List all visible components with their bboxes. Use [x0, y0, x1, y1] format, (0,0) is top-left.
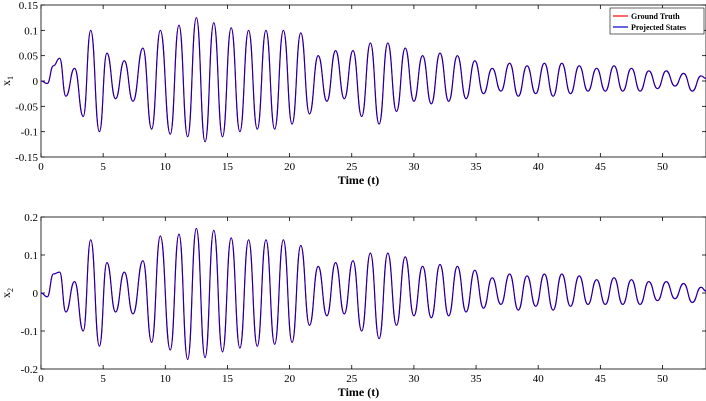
axes-box — [40, 216, 706, 370]
series-line-projected-states — [41, 227, 706, 361]
x-tick-label: 30 — [408, 161, 420, 173]
x-tick-label: 45 — [595, 373, 607, 385]
y-axis-label: x1 — [0, 76, 15, 86]
x-tick-label: 5 — [100, 161, 106, 173]
x-tick-label: 40 — [533, 373, 545, 385]
x-tick-label: 0 — [38, 373, 44, 385]
y-tick-label: 0.15 — [19, 0, 39, 12]
y-tick-label: 0 — [33, 76, 39, 88]
x-tick-label: 5 — [100, 373, 106, 385]
x-tick-label: 15 — [222, 161, 234, 173]
y-tick-label: 0.1 — [24, 250, 38, 262]
series-line-ground-truth — [41, 17, 706, 143]
x-tick-label: 10 — [160, 161, 172, 173]
y-tick-label: 0.05 — [19, 51, 39, 63]
x-tick-label: 45 — [595, 161, 607, 173]
axes-box — [40, 4, 706, 158]
x-tick-label: 50 — [657, 161, 669, 173]
legend-box — [609, 7, 705, 35]
series-line-ground-truth — [41, 227, 706, 361]
series-line-projected-states — [41, 17, 706, 143]
subplot-x1: 0 5 10 15 20 25 30 35 40 45 50 -0.15 -0.1 -0.05 0 0.05 0… — [0, 0, 706, 187]
y-axis-label-main: x — [0, 292, 13, 298]
y-axis-label-subscript: 2 — [6, 288, 15, 292]
x-tick-label: 25 — [346, 373, 358, 385]
subplot-x2: 0 5 10 15 20 25 30 35 40 45 50 -0.2 -0.1 0 0.1 0.2 Time … — [0, 212, 706, 399]
y-axis-label-main: x — [0, 80, 13, 86]
x-tick-label: 20 — [284, 373, 296, 385]
legend-label: Projected States — [631, 23, 686, 32]
y-axis-label-subscript: 1 — [6, 76, 15, 80]
x-tick-label: 30 — [408, 373, 420, 385]
y-tick-label: -0.1 — [21, 127, 38, 139]
x-tick-label: 15 — [222, 373, 234, 385]
y-tick-label: -0.15 — [15, 152, 38, 164]
y-tick-label: 0 — [33, 288, 39, 300]
x-tick-label: 50 — [657, 373, 669, 385]
legend-label: Ground Truth — [631, 12, 680, 21]
x-tick-label: 35 — [471, 373, 483, 385]
x-tick-label: 0 — [38, 161, 44, 173]
y-tick-label: -0.2 — [21, 364, 38, 376]
x-tick-label: 35 — [471, 161, 483, 173]
y-tick-label: -0.05 — [15, 101, 38, 113]
x-axis-label: Time (t) — [338, 385, 379, 399]
legend: Ground Truth Projected States — [609, 7, 705, 35]
y-tick-label: -0.1 — [21, 326, 38, 338]
y-axis-label: x2 — [0, 288, 15, 298]
y-tick-label: 0.1 — [24, 25, 38, 37]
y-tick-label: 0.2 — [24, 212, 38, 224]
x-tick-label: 20 — [284, 161, 296, 173]
x-tick-label: 25 — [346, 161, 358, 173]
x-tick-label: 10 — [160, 373, 172, 385]
x-axis-label: Time (t) — [338, 173, 379, 187]
x-tick-label: 40 — [533, 161, 545, 173]
